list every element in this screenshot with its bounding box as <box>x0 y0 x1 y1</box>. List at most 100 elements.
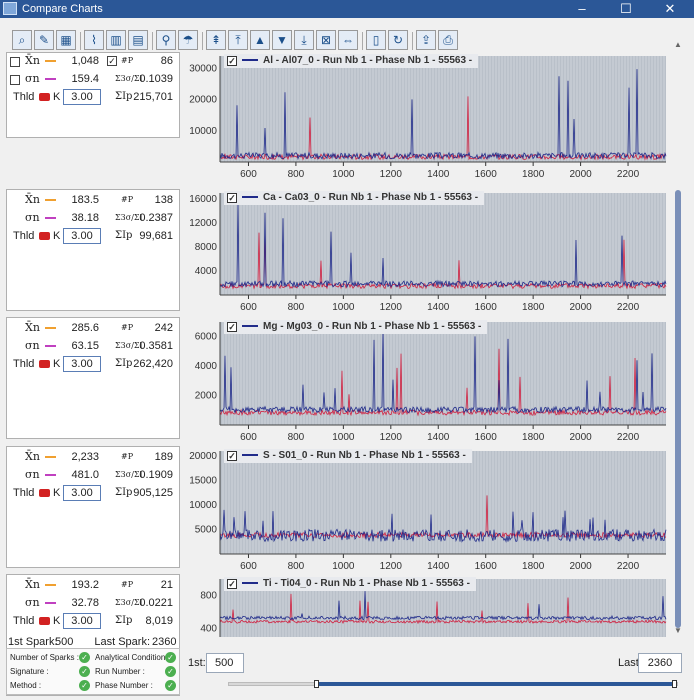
x-tick-label: 2000 <box>569 302 592 313</box>
palette-icon[interactable]: ☂ <box>178 30 198 50</box>
scrollbar-thumb[interactable] <box>675 190 681 628</box>
chart-legend[interactable]: ✓ Al - Al07_0 - Run Nb 1 - Phase Nb 1 - 5… <box>224 54 479 68</box>
series-visible-checkbox[interactable]: ✓ <box>227 56 237 66</box>
sigma-checkbox[interactable] <box>10 75 20 85</box>
range-end-handle[interactable] <box>672 680 677 688</box>
x-tick-label: 1600 <box>475 302 498 313</box>
document-icon[interactable]: ▯ <box>366 30 386 50</box>
count-value: 242 <box>154 322 173 334</box>
threshold-color-swatch[interactable] <box>39 232 50 240</box>
sigma-line-swatch <box>45 474 56 476</box>
ratio-symbol: Σ3σ/ΣI <box>115 213 143 222</box>
threshold-color-swatch[interactable] <box>39 617 50 625</box>
check-icon: ✓ <box>79 652 90 663</box>
chart-legend[interactable]: ✓ Mg - Mg03_0 - Run Nb 1 - Phase Nb 1 - 5… <box>224 320 488 334</box>
threshold-color-swatch[interactable] <box>39 489 50 497</box>
k-factor-input[interactable]: 3.00 <box>63 485 101 501</box>
summary-item-label: Phase Number : <box>95 681 153 690</box>
count-checkbox[interactable]: ✓ <box>107 56 117 66</box>
summary-item-label: Run Number : <box>95 667 145 676</box>
eraser-icon[interactable]: ✎ <box>34 30 54 50</box>
spark-chart[interactable]: 6000 4000 2000 600 800 1000 1200 1400 1600 1800 20… <box>186 318 670 445</box>
last-spark-input[interactable]: 2360 <box>638 653 682 673</box>
scroll-top-icon[interactable]: ⇞ <box>206 30 226 50</box>
spark-chart[interactable]: 30000 20000 10000 600 800 1000 1200 1400 1600 180… <box>186 52 670 182</box>
series-visible-checkbox[interactable]: ✓ <box>227 193 237 203</box>
chart-canvas[interactable]: 6000 4000 2000 600 800 1000 1200 1400 1600 1800 20… <box>186 318 670 445</box>
pin-icon[interactable]: ⚲ <box>156 30 176 50</box>
threshold-label: Thld <box>13 230 35 242</box>
chart-table-icon[interactable]: ▤ <box>128 30 148 50</box>
spark-chart[interactable]: 20000 15000 10000 5000 600 800 1000 1200 1400 160… <box>186 447 670 574</box>
sigma-symbol: σn <box>25 339 40 352</box>
chart-legend[interactable]: ✓ Ti - Ti04_0 - Run Nb 1 - Phase Nb 1 - 5… <box>224 577 476 591</box>
stat-panel: X̄n 183.5 #P 138 σn 38.18 Σ3σ/ΣI 0.2387 Thld K 3.0… <box>6 189 180 311</box>
move-down-icon[interactable]: ▼ <box>272 30 292 50</box>
mean-checkbox[interactable] <box>10 57 20 67</box>
spark-chart[interactable]: 800 400 ✓ Ti - Ti04_0 - Run Nb 1 - Phase Nb… <box>186 575 670 637</box>
y-tick-label: 30000 <box>189 63 217 74</box>
scroll-down-icon[interactable]: ▼ <box>674 626 682 635</box>
export-icon[interactable]: ⇪ <box>416 30 436 50</box>
first-spark-value: 500 <box>55 636 74 648</box>
maximize-button[interactable]: ☐ <box>620 1 632 16</box>
sum-value: 905,125 <box>133 487 173 499</box>
mean-symbol: X̄n <box>25 54 40 67</box>
spark-chart[interactable]: 16000 12000 8000 4000 600 800 1000 1200 1400 1600… <box>186 189 670 315</box>
move-up-icon[interactable]: ▲ <box>250 30 270 50</box>
threshold-color-swatch[interactable] <box>39 360 50 368</box>
y-tick-label: 12000 <box>189 218 217 229</box>
sum-value: 8,019 <box>145 615 173 627</box>
mean-value: 2,233 <box>71 451 99 463</box>
series-visible-checkbox[interactable]: ✓ <box>227 322 237 332</box>
x-tick-label: 600 <box>240 169 257 180</box>
range-slider[interactable] <box>228 680 678 688</box>
chart-canvas[interactable]: 16000 12000 8000 4000 600 800 1000 1200 1400 1600… <box>186 189 670 315</box>
k-factor-input[interactable]: 3.00 <box>63 228 101 244</box>
k-factor-input[interactable]: 3.00 <box>63 89 101 105</box>
y-tick-label: 2000 <box>195 391 218 402</box>
threshold-color-swatch[interactable] <box>39 93 50 101</box>
vertical-scrollbar[interactable]: ▲ ▼ <box>672 40 684 636</box>
move-top-icon[interactable]: ⤒ <box>228 30 248 50</box>
chart-legend[interactable]: ✓ Ca - Ca03_0 - Run Nb 1 - Phase Nb 1 - 5… <box>224 191 485 205</box>
scroll-up-icon[interactable]: ▲ <box>674 40 682 49</box>
chart-line-icon[interactable]: ⌇ <box>84 30 104 50</box>
last-spark-value: 2360 <box>152 636 177 648</box>
zoom-icon[interactable]: ⌕ <box>12 30 32 50</box>
sum-symbol: ΣIp <box>115 487 133 498</box>
ratio-value: 0.2387 <box>139 212 173 224</box>
k-factor-input[interactable]: 3.00 <box>63 356 101 372</box>
chart-bar-icon[interactable]: ▥ <box>106 30 126 50</box>
check-icon: ✓ <box>165 680 176 691</box>
minimize-button[interactable]: – <box>578 1 586 16</box>
grid-icon[interactable]: ▦ <box>56 30 76 50</box>
x-tick-label: 1200 <box>380 302 403 313</box>
first-spark-label: 1st Spark: <box>8 636 58 648</box>
mean-value: 1,048 <box>71 55 99 67</box>
range-start-handle[interactable] <box>314 680 319 688</box>
move-bottom-icon[interactable]: ⤓ <box>294 30 314 50</box>
count-value: 21 <box>160 579 173 591</box>
refresh-icon[interactable]: ↻ <box>388 30 408 50</box>
x-tick-label: 600 <box>240 302 257 313</box>
print-icon[interactable]: ⎙ <box>438 30 458 50</box>
close-button[interactable]: ✕ <box>664 1 676 16</box>
series-visible-checkbox[interactable]: ✓ <box>227 451 237 461</box>
series-visible-checkbox[interactable]: ✓ <box>227 579 237 589</box>
k-factor-input[interactable]: 3.00 <box>63 613 101 629</box>
series-line-main <box>219 204 667 289</box>
x-tick-label: 2200 <box>617 302 640 313</box>
first-spark-input[interactable]: 500 <box>206 653 244 673</box>
chart-legend[interactable]: ✓ S - S01_0 - Run Nb 1 - Phase Nb 1 - 555… <box>224 449 472 463</box>
chart-canvas[interactable]: 30000 20000 10000 600 800 1000 1200 1400 1600 180… <box>186 52 670 182</box>
mean-line-swatch <box>45 456 56 458</box>
fit-icon[interactable]: ⇔ <box>338 30 358 50</box>
x-tick-label: 600 <box>240 432 257 443</box>
chart-canvas[interactable]: 20000 15000 10000 5000 600 800 1000 1200 1400 160… <box>186 447 670 574</box>
x-tick-label: 1200 <box>380 169 403 180</box>
delete-chart-icon[interactable]: ⊠ <box>316 30 336 50</box>
x-tick-label: 1400 <box>427 432 450 443</box>
sigma-line-swatch <box>45 345 56 347</box>
stat-panel: X̄n 285.6 #P 242 σn 63.15 Σ3σ/ΣI 0.3581 Thld K 3.0… <box>6 317 180 439</box>
